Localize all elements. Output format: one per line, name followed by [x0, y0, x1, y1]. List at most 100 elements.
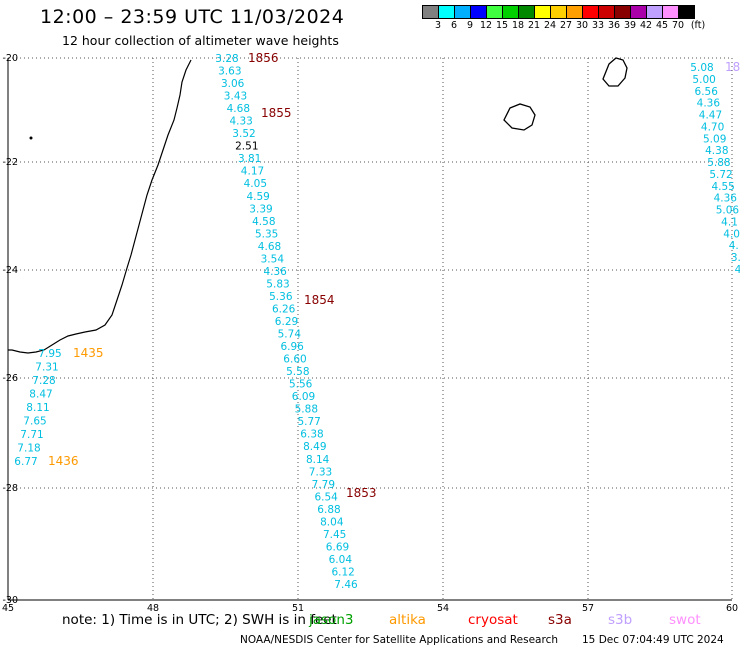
wave-height-value: 6.09: [292, 391, 315, 403]
legend-cryosat: cryosat: [468, 612, 518, 628]
map-subtitle: 12 hour collection of altimeter wave hei…: [62, 33, 339, 48]
longitude-tick: 48: [147, 603, 159, 614]
longitude-tick: 57: [582, 603, 594, 614]
wave-height-value: 5.88: [707, 157, 730, 169]
wave-height-value: 3.43: [224, 91, 247, 103]
wave-height-value: 3.54: [261, 253, 285, 265]
wave-height-value: 4.33: [229, 116, 252, 128]
pass-time-label: 1436: [48, 454, 79, 468]
color-scale-labels: 3 6 9 12 15 18 21 24 27 30 33 36 39 42 45 70 (ft): [422, 19, 705, 31]
madagascar-coastline: [8, 59, 192, 354]
wave-height-value: 5.06: [716, 205, 740, 217]
wave-height-value: 5.09: [703, 133, 726, 145]
latitude-tick: -20: [2, 53, 18, 64]
wave-height-value: 5.77: [297, 416, 320, 428]
latitude-tick: -24: [2, 265, 18, 276]
pass-time-label: 1853: [346, 486, 377, 500]
scale-label: (ft): [690, 20, 706, 31]
wave-height-value: 3.81: [238, 153, 261, 165]
latitude-tick: -30: [2, 595, 18, 606]
wave-height-value: 4.68: [258, 241, 281, 253]
legend-s3b: s3b: [608, 612, 633, 628]
wave-height-value: 7.95: [38, 348, 61, 360]
wave-height-value: 5.56: [289, 379, 313, 391]
wave-height-value: 6.54: [314, 491, 338, 503]
wave-height-value: 4.36: [714, 193, 738, 205]
latitude-tick: -26: [2, 373, 18, 384]
wave-height-value: 6.12: [331, 566, 354, 578]
wave-height-color-scale: 3 6 9 12 15 18 21 24 27 30 33 36 39 42 45 70 (ft): [422, 5, 705, 35]
wave-height-value: 8.04: [320, 516, 344, 528]
wave-height-value: 4.38: [705, 145, 728, 157]
wave-height-value: 7.31: [35, 362, 58, 374]
scale-label: 24: [543, 20, 557, 31]
wave-height-value: 6.96: [280, 341, 304, 353]
wave-height-value: 8.14: [306, 454, 330, 466]
wave-height-value: 4.36: [697, 98, 721, 110]
scale-label: 18: [511, 20, 525, 31]
wave-height-value: 3.39: [249, 203, 272, 215]
map-frame: [7, 58, 732, 601]
pass-time-label: 1855: [261, 106, 292, 120]
wave-height-value: 4.70: [701, 121, 724, 133]
wave-height-value: 6.77: [14, 456, 37, 468]
west-altimeter-track: 7.95 7.317.28 8.478.11 7.657.71 7.186.77 1435…: [14, 346, 103, 468]
color-scale-swatches: [422, 5, 695, 19]
longitude-tick: 45: [2, 603, 14, 614]
longitude-tick: 51: [292, 603, 304, 614]
main-altimeter-track: 3.283.633.063.434.684.333.522.513.814.17…: [215, 51, 376, 591]
scale-label: 15: [495, 20, 509, 31]
wave-height-value: 6.38: [300, 429, 323, 441]
latitude-tick-labels: -20 -22 -24 -26 -28 -30: [2, 53, 18, 606]
wave-height-value: 7.46: [334, 579, 358, 591]
wave-height-value: 5.08: [690, 62, 713, 74]
scale-label: 42: [639, 20, 653, 31]
east-altimeter-track: 5.085.006.564.364.474.705.094.385.885.72…: [690, 60, 740, 276]
legend-swot: swot: [669, 612, 701, 628]
wave-height-value: 4.59: [246, 191, 269, 203]
credit-line: NOAA/NESDIS Center for Satellite Applica…: [240, 634, 558, 646]
scale-label: 12: [479, 20, 493, 31]
wave-height-value: 5.83: [266, 278, 289, 290]
wave-height-value: 4.1: [721, 216, 738, 228]
wave-height-value: 8.49: [303, 441, 326, 453]
wave-height-value: 3.28: [215, 53, 238, 65]
longitude-tick-labels: 45 48 51 54 57 60: [2, 603, 738, 614]
wave-height-value: 4.05: [244, 178, 267, 190]
scale-label: 9: [466, 20, 474, 31]
latitude-tick: -22: [2, 157, 18, 168]
wave-height-value: 6.60: [283, 354, 306, 366]
wave-height-value: 4.68: [227, 103, 250, 115]
wave-height-value: 4.58: [252, 216, 275, 228]
legend-jason3: jason3: [309, 612, 354, 628]
legend-s3a: s3a: [548, 612, 572, 628]
wave-height-value: 6.69: [326, 541, 349, 553]
wave-height-value: 4.47: [699, 110, 722, 122]
wave-height-value: 6.88: [317, 504, 340, 516]
wave-height-value: 4.: [729, 240, 739, 252]
footer-note: note: 1) Time is in UTC; 2) SWH is in fe…: [62, 612, 337, 628]
longitude-tick: 60: [726, 603, 738, 614]
wave-height-value: 5.88: [295, 404, 318, 416]
scale-label: 6: [450, 20, 458, 31]
wave-height-value: 5.35: [255, 228, 278, 240]
wave-height-value: 5.58: [286, 366, 309, 378]
scale-label: 21: [527, 20, 541, 31]
reunion-island-outline: [503, 103, 536, 131]
small-islet: [29, 136, 33, 140]
scale-label: 33: [591, 20, 605, 31]
scale-label: 36: [607, 20, 621, 31]
scale-label: 27: [559, 20, 573, 31]
wave-height-value: 7.79: [312, 479, 335, 491]
wave-height-value: 8.11: [26, 402, 49, 414]
longitude-tick: 54: [437, 603, 449, 614]
wave-height-value: 4.36: [263, 266, 287, 278]
wave-height-value: 4.17: [241, 166, 264, 178]
wave-height-value: 7.45: [323, 529, 346, 541]
pass-time-label: 1435: [73, 346, 104, 360]
pass-time-label: 18: [725, 60, 740, 74]
wave-height-value: 7.65: [23, 416, 46, 428]
map-gridlines: [8, 57, 733, 600]
legend-altika: altika: [389, 612, 426, 628]
